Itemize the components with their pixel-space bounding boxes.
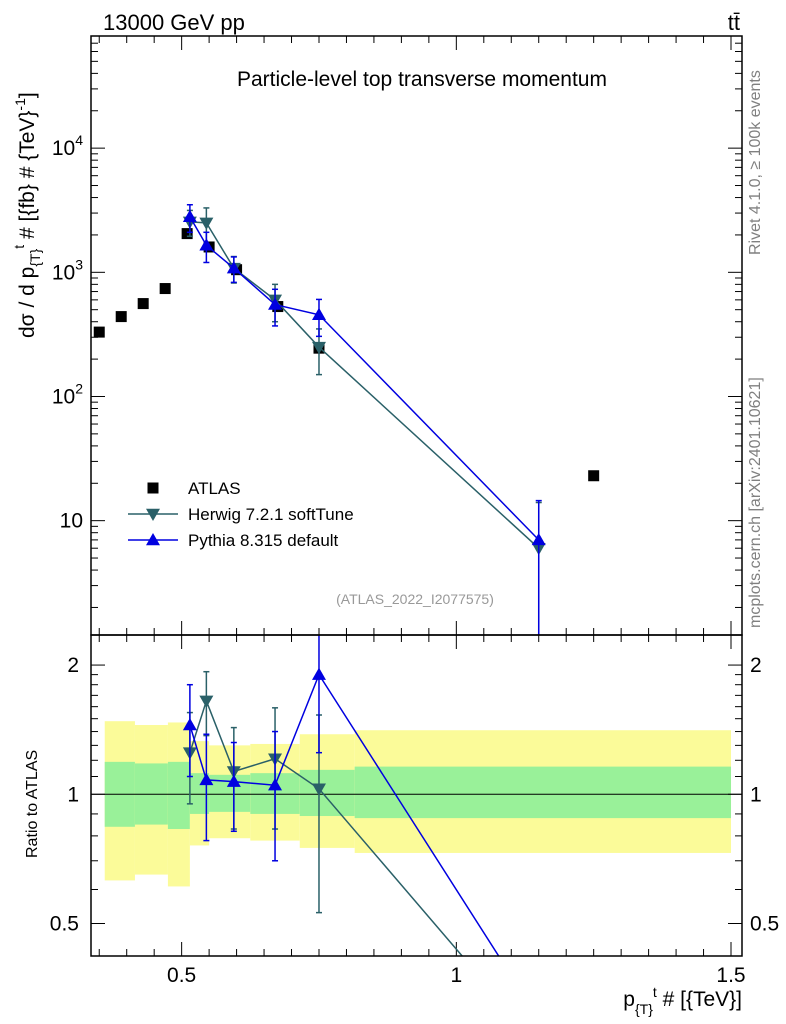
inner-band-6 [299,769,355,817]
main-point-1 [311,341,326,355]
x-tick-label: 1.5 [716,964,745,987]
ratio-point-0 [199,695,214,708]
ratio-y-tick-label-right: 2 [750,654,762,677]
ratio-point-0 [311,783,326,796]
inner-band-2 [167,761,190,830]
main-point-0 [93,326,105,338]
main-point-2 [531,532,546,546]
ratio-point-1 [226,774,241,787]
energy-label: 13000 GeV pp [103,10,245,35]
main-line-2 [189,216,540,541]
main-y-tick-label: 10 [60,510,83,533]
main-point-0 [181,228,193,240]
ratio-line-0 [189,698,464,956]
main-point-0 [137,298,149,310]
main-point-2 [226,261,241,274]
main-point-0 [588,470,600,482]
ratio-line-1 [189,672,500,956]
process-label: tt̄ [728,10,740,35]
main-y-tick-label: 104 [52,132,83,160]
main-point-2 [268,297,283,310]
main-point-1 [199,217,214,230]
ratio-y-tick-label: 0.5 [50,912,79,935]
ratio-y-tick-label-right: 0.5 [750,912,779,935]
main-point-0 [159,283,171,295]
legend-label-2: Pythia 8.315 default [188,531,339,550]
legend-marker-1 [146,508,160,521]
ratio-point-1 [311,667,326,680]
main-point-2 [311,307,326,321]
main-point-0 [115,311,127,323]
ratio-y-axis-label: Ratio to ATLAS [24,750,41,858]
x-axis-label: p{T}t # [{TeV}] [623,984,742,1017]
legend-label-0: ATLAS [188,479,241,498]
main-line-1 [189,221,540,549]
main-y-tick-label: 102 [52,380,83,408]
main-point-2 [182,209,197,223]
legend-marker-2 [146,533,160,546]
rivet-version-label: Rivet 4.1.0, ≥ 100k events [747,70,764,255]
main-y-tick-label: 103 [52,256,83,284]
ratio-point-1 [182,718,197,731]
ratio-panel-frame [90,634,743,957]
ratio-point-1 [268,778,283,791]
plot-title: Particle-level top transverse momentum [237,68,607,91]
ratio-point-1 [199,772,214,786]
legend: ATLAS Herwig 7.2.1 softTune Pythia 8.315 d… [128,479,354,550]
analysis-watermark: (ATLAS_2022_I2077575) [336,591,494,607]
x-tick-label: 0.5 [167,964,196,987]
main-panel-series [93,204,600,635]
main-point-2 [199,238,214,251]
ratio-y-tick-label: 2 [67,654,79,677]
legend-marker-0 [147,482,159,494]
ratio-point-1 [532,1012,546,1024]
ratio-y-tick-label-right: 1 [750,783,762,806]
x-tick-label: 1 [450,964,462,987]
ratio-y-tick-label: 1 [67,783,79,806]
ratio-uncertainty-bands [104,721,732,887]
mcplots-label: mcplots.cern.ch [arXiv:2401.10621] [747,377,764,628]
axes: 10 102 103 104 0.5 1 1.5 0.5 0.5 1 1 2 2 [50,35,779,987]
inner-band-7 [354,766,732,819]
legend-label-1: Herwig 7.2.1 softTune [188,505,354,524]
ratio-panel-series [182,635,546,1024]
main-y-axis-label: dσ / d p{T}t # [{fb} # {TeV}-1] [11,92,43,338]
